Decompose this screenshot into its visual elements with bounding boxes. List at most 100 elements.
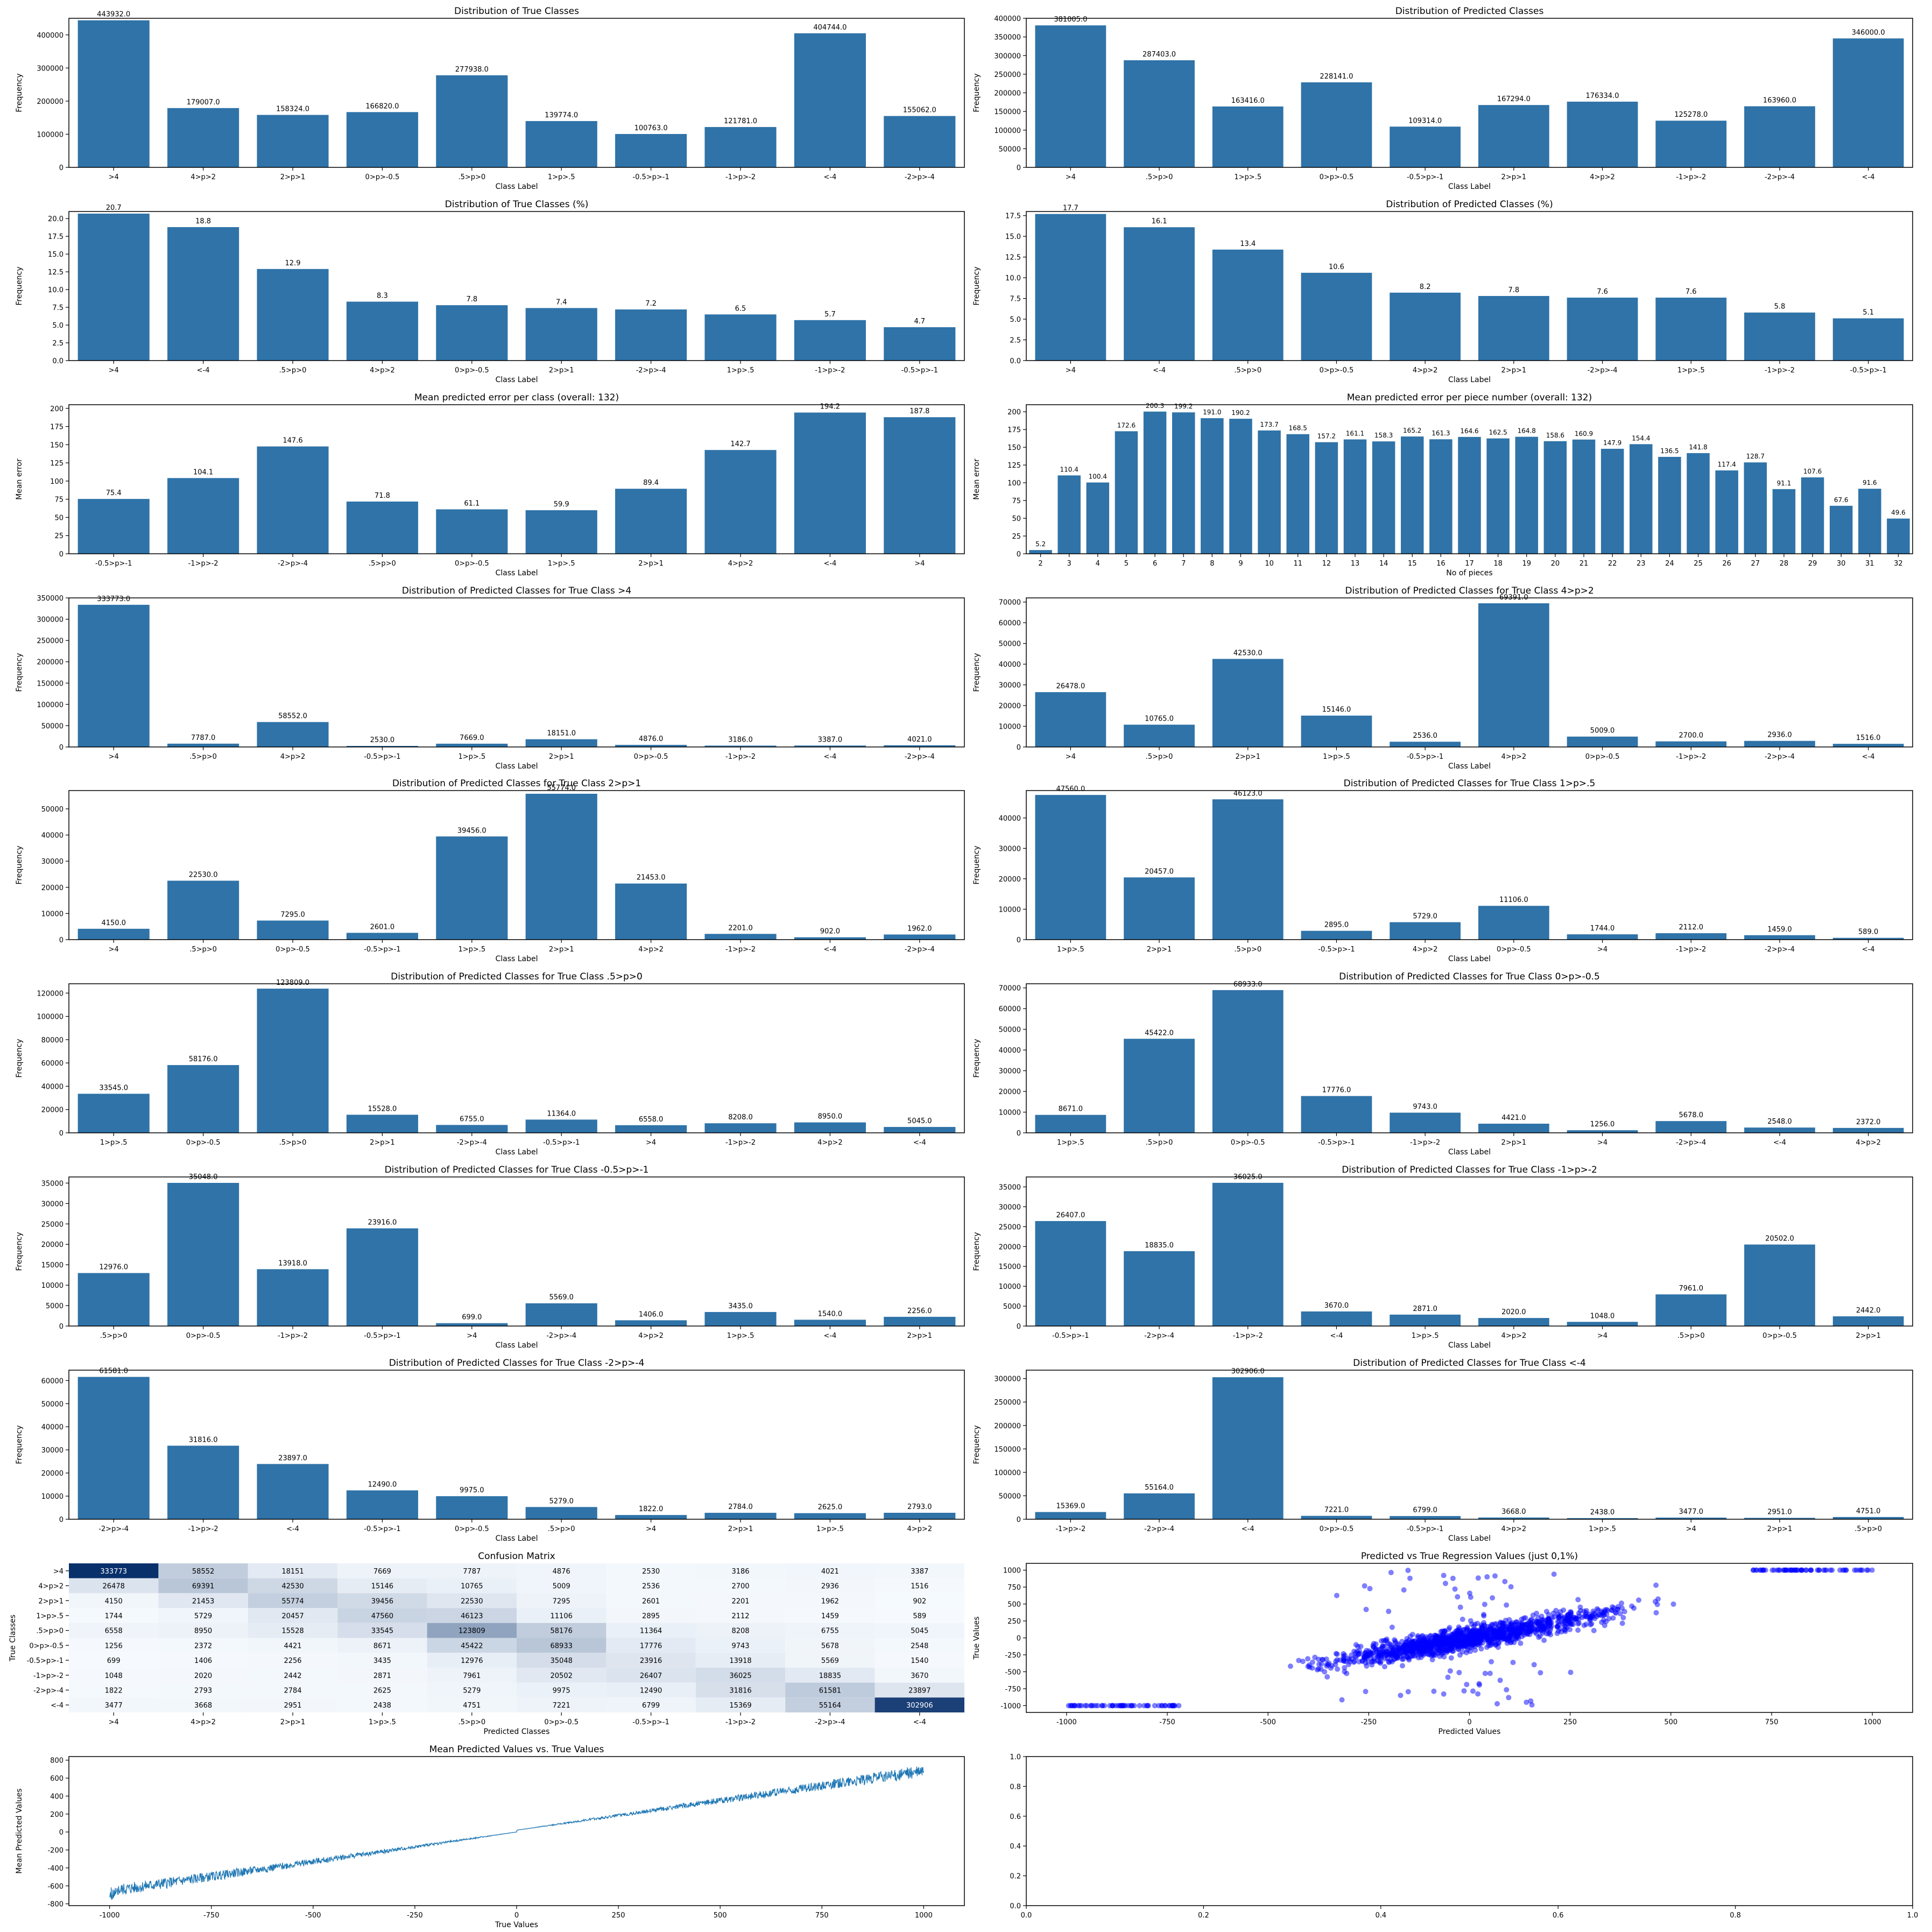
heatmap-cell — [427, 1667, 517, 1683]
x-tick-label: <-4 — [1862, 753, 1875, 761]
bar — [1658, 456, 1681, 554]
scatter-point — [1389, 1624, 1395, 1630]
x-tick-label: -2>p>-4 — [278, 560, 308, 568]
bar — [346, 1228, 418, 1326]
bar-value-label: 2625.0 — [818, 1504, 843, 1512]
x-tick-label: -1>p>-2 — [188, 560, 218, 568]
x-tick-label: 22 — [1608, 560, 1617, 568]
x-axis-label: Class Label — [495, 1148, 538, 1157]
bar-value-label: 49.6 — [1891, 509, 1906, 517]
y-tick-label: 0 — [1017, 1516, 1021, 1524]
x-tick-label: 0>p>-0.5 — [1320, 173, 1354, 181]
bar-value-label: 11106.0 — [1499, 896, 1528, 904]
bar-value-label: 4.7 — [914, 318, 925, 326]
bar — [77, 499, 150, 554]
bar-value-label: 164.8 — [1518, 427, 1536, 435]
bar-value-label: 161.3 — [1432, 429, 1450, 437]
heatmap-cell — [337, 1608, 427, 1623]
scatter-point — [1527, 1627, 1533, 1633]
y-tick-label: -500 — [1005, 1668, 1021, 1676]
bar-value-label: 1256.0 — [1590, 1120, 1615, 1129]
x-tick-label: -2>p>-4 — [1676, 1139, 1706, 1147]
heatmap-cell-label: 8208 — [731, 1627, 749, 1635]
y-tick-label: 25 — [1012, 533, 1021, 541]
x-axis-label: Class Label — [1448, 182, 1491, 191]
bar — [1744, 1244, 1815, 1326]
heatmap-cell — [69, 1563, 159, 1578]
y-tick-label: 120000 — [37, 990, 64, 998]
x-tick-label: -1>p>-2 — [278, 1332, 308, 1340]
x-tick-label: 1>p>.5 — [1589, 1525, 1616, 1533]
scatter-point — [1815, 1567, 1821, 1573]
scatter-point — [1457, 1604, 1463, 1610]
bar — [346, 1115, 418, 1133]
heatmap-cell-label: 26478 — [103, 1583, 125, 1591]
axes-frame — [1026, 1563, 1913, 1713]
y-tick-label: 20000 — [999, 876, 1021, 884]
x-tick-label: 2>p>1 — [370, 1139, 395, 1147]
y-tick-label: 150000 — [994, 108, 1021, 116]
y-tick-label: 50000 — [999, 640, 1021, 648]
x-tick-label: 4>p>2 — [1590, 173, 1615, 181]
bar-value-label: 164.6 — [1460, 427, 1478, 435]
scatter-point — [1530, 1612, 1536, 1618]
scatter-point — [1568, 1669, 1574, 1675]
bar — [615, 489, 687, 554]
y-tick-label: 10000 — [41, 1493, 64, 1501]
bar-value-label: 68933.0 — [1233, 981, 1263, 989]
bar-value-label: 5.2 — [1035, 540, 1046, 548]
bar-value-label: 142.7 — [730, 440, 750, 448]
scatter-point — [1570, 1621, 1576, 1627]
heatmap-cell — [248, 1563, 338, 1578]
y-tick-label: 150000 — [994, 1446, 1021, 1454]
bar-value-label: 31816.0 — [189, 1436, 218, 1444]
bar-value-label: 10.6 — [1329, 263, 1344, 271]
heatmap-cell — [695, 1653, 786, 1668]
bar — [1832, 1517, 1904, 1519]
bar-value-label: 902.0 — [820, 928, 840, 936]
bar-value-label: 136.5 — [1660, 447, 1679, 455]
scatter-point — [1594, 1606, 1600, 1612]
heatmap-cell-label: 2895 — [642, 1612, 660, 1620]
heatmap-cell-label: 8671 — [373, 1642, 391, 1650]
heatmap-cell — [695, 1563, 786, 1578]
bar-value-label: 7.8 — [466, 295, 477, 304]
heatmap-cell — [695, 1593, 786, 1609]
y-tick-label: 200 — [1007, 408, 1021, 417]
scatter-point — [1092, 1703, 1098, 1709]
scatter-point — [1462, 1639, 1468, 1645]
heatmap-cell — [427, 1563, 517, 1578]
chart-c15: Distribution of Predicted Classes for Tr… — [15, 1358, 965, 1543]
bar — [1744, 106, 1815, 167]
x-tick-label: -2>p>-4 — [457, 1139, 487, 1147]
bar — [615, 309, 687, 361]
bar — [884, 1127, 956, 1133]
bar-value-label: 699.0 — [462, 1314, 482, 1322]
heatmap-cell-label: 11364 — [640, 1627, 662, 1635]
bar-value-label: 443932.0 — [97, 11, 130, 19]
scatter-point — [1803, 1567, 1809, 1573]
bar — [1832, 744, 1904, 747]
bar-value-label: 2112.0 — [1679, 923, 1704, 932]
bar-value-label: 4421.0 — [1501, 1114, 1526, 1122]
heatmap-cell-label: 2871 — [373, 1672, 391, 1680]
bar — [1832, 937, 1904, 940]
bar — [615, 1320, 687, 1326]
bar — [167, 1183, 239, 1326]
scatter-point — [1457, 1641, 1463, 1647]
scatter-point — [1531, 1662, 1537, 1668]
scatter-point — [1156, 1703, 1162, 1709]
bar — [1458, 436, 1481, 554]
x-tick-label: 250 — [612, 1912, 625, 1920]
y-tick-label: 100000 — [994, 127, 1021, 135]
scatter-point — [1416, 1639, 1422, 1645]
scatter-point — [1162, 1703, 1168, 1709]
x-tick-label: 1>p>.5 — [816, 1525, 844, 1533]
heatmap-cell-label: 12976 — [461, 1657, 483, 1665]
bar-value-label: 2020.0 — [1501, 1308, 1526, 1316]
y-tick-label: 60000 — [999, 1005, 1021, 1013]
axes-frame — [68, 983, 965, 1133]
y-tick-label: 70000 — [999, 599, 1021, 607]
heatmap-cell-label: 1540 — [911, 1657, 928, 1665]
bar — [704, 745, 777, 747]
